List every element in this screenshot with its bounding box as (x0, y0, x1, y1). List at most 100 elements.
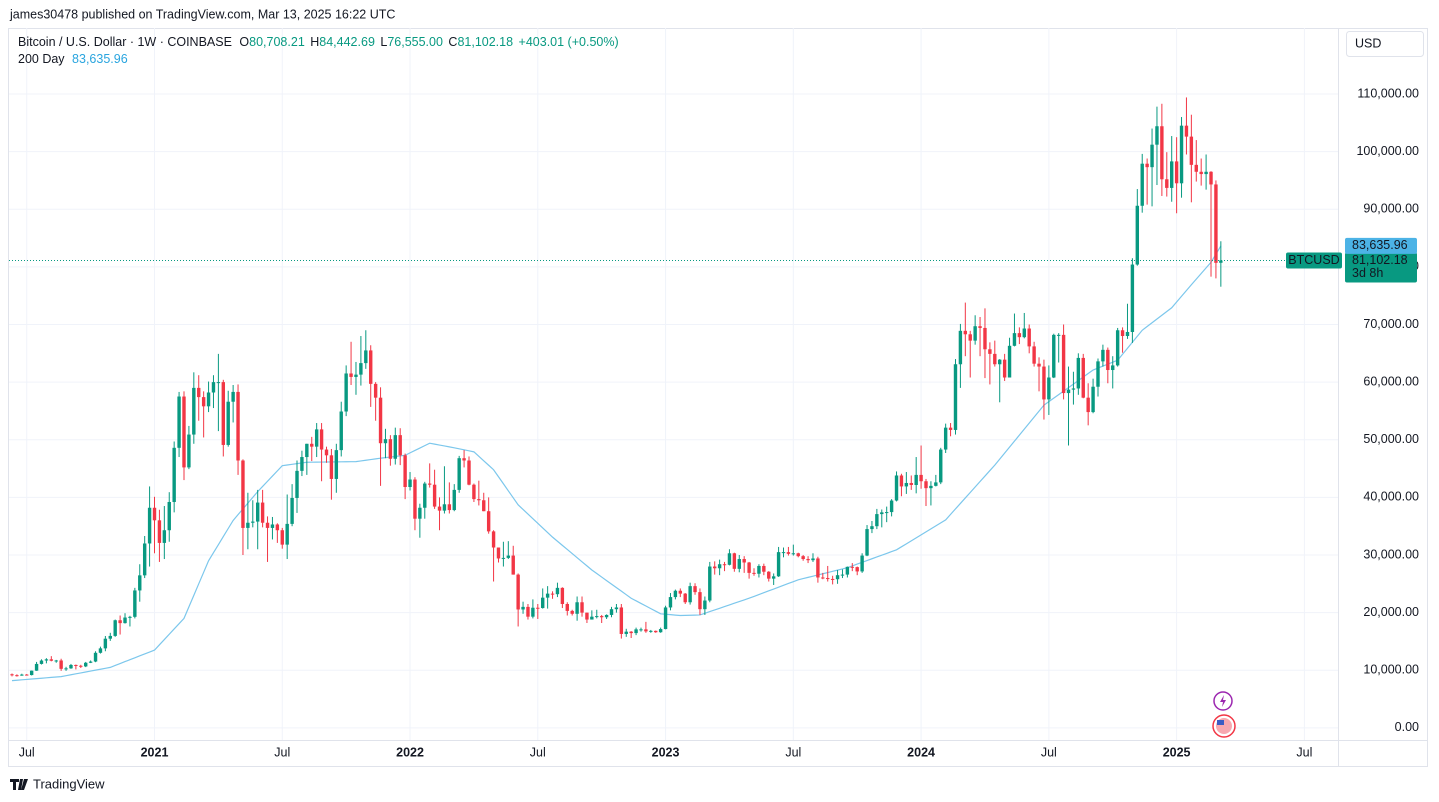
candle-body (673, 590, 678, 598)
candle-body (496, 547, 501, 559)
overlay: 0.00 10,000.00 20,000.00 30,000.00 40,000.00… (9, 86, 1419, 759)
candle-body (44, 659, 49, 661)
candle-body (973, 326, 977, 341)
candle-body (599, 616, 604, 618)
candle-body (860, 555, 864, 572)
candle-body (639, 629, 643, 631)
candle-body (757, 565, 761, 574)
candle-body (49, 659, 54, 661)
candle-body (314, 429, 319, 447)
candle-body (609, 609, 614, 615)
candle-body (929, 485, 933, 489)
readout-low: 76,555.00 (387, 35, 443, 49)
ma-price-label: 83,635.96 (1352, 238, 1408, 252)
candle-body (1061, 334, 1066, 394)
candle-body (162, 530, 167, 543)
candle-body (722, 564, 727, 566)
candle-body (767, 571, 771, 579)
y-tick-label: 70,000.00 (1363, 317, 1419, 331)
candle-body (565, 603, 569, 611)
candle-body (835, 575, 840, 580)
candle-body (344, 373, 348, 412)
x-tick-label: Jul (19, 745, 35, 759)
candle-body (452, 489, 456, 511)
candle-body (919, 474, 923, 482)
candle-body (703, 600, 707, 610)
candle-body (388, 439, 393, 459)
candle-body (894, 475, 899, 501)
candle-body (310, 443, 314, 447)
candle-body (59, 660, 63, 669)
candle-body (875, 514, 879, 527)
symbol-tag-label: BTCUSD (1288, 253, 1339, 267)
readout-key: C (448, 35, 457, 49)
candle-body (870, 526, 874, 530)
candle-body (167, 501, 171, 531)
moving-average-line (11, 245, 1222, 682)
candle-body (192, 387, 196, 435)
candle-body (580, 602, 584, 613)
candle-body (801, 556, 805, 560)
symbol-tag (1286, 252, 1342, 269)
event-icons (1212, 691, 1236, 738)
candle-body (79, 665, 83, 667)
candle-body (806, 559, 810, 561)
candle-body (781, 552, 786, 554)
readout-key: O (239, 35, 249, 49)
candle-body (511, 555, 515, 575)
candle-body (457, 458, 461, 490)
candle-body (128, 616, 132, 618)
candle-body (113, 620, 117, 636)
candle-body (993, 353, 997, 365)
candle-body (408, 479, 412, 488)
candle-body (393, 435, 397, 459)
candle-body (526, 606, 530, 617)
candle-body (378, 397, 383, 444)
currency-box[interactable] (1346, 31, 1424, 57)
brand: TradingView (10, 776, 105, 791)
candle-body (1194, 164, 1198, 172)
candle-body (98, 648, 103, 653)
candle-body (138, 575, 142, 591)
x-tick-label: Jul (1296, 745, 1312, 759)
candle-body (909, 482, 913, 485)
countdown-label: 3d 8h (1352, 266, 1383, 280)
candle-body (958, 330, 963, 365)
candle-body (418, 507, 422, 519)
candle-body (29, 670, 34, 676)
x-tick-label: 2021 (141, 745, 169, 759)
candle-body (427, 483, 432, 485)
candle-body (575, 602, 579, 614)
candle-body (1017, 333, 1022, 338)
candle-body (953, 364, 958, 430)
candle-body (182, 396, 186, 468)
candle-body (614, 607, 619, 610)
y-tick-label: 100,000.00 (1356, 144, 1419, 158)
candle-body (398, 435, 402, 456)
legend-main: Bitcoin / U.S. Dollar · 1W · COINBASE O8… (18, 35, 619, 49)
candle-body (624, 631, 628, 634)
candle-body (663, 607, 668, 630)
candle-body (1189, 136, 1194, 165)
candle-body (983, 327, 987, 350)
candle-body (1101, 349, 1105, 362)
candle-body (727, 553, 732, 565)
candle-body (157, 520, 162, 543)
currency-label[interactable]: USD (1355, 36, 1381, 50)
candle-body (462, 458, 466, 461)
candle-body (1145, 163, 1149, 168)
candle-body (1056, 334, 1061, 336)
currency-button[interactable]: USD (1346, 31, 1424, 57)
candle-body (34, 663, 39, 671)
x-tick-label: 2024 (907, 745, 935, 759)
candle-body (545, 593, 550, 598)
candle-body (491, 531, 496, 548)
candle-body (10, 674, 14, 676)
candle-body (531, 607, 535, 617)
candle-body (442, 504, 447, 511)
candle-body (177, 396, 181, 448)
candle-body (1106, 349, 1110, 371)
candle-body (934, 482, 938, 486)
candle-body (791, 553, 796, 555)
